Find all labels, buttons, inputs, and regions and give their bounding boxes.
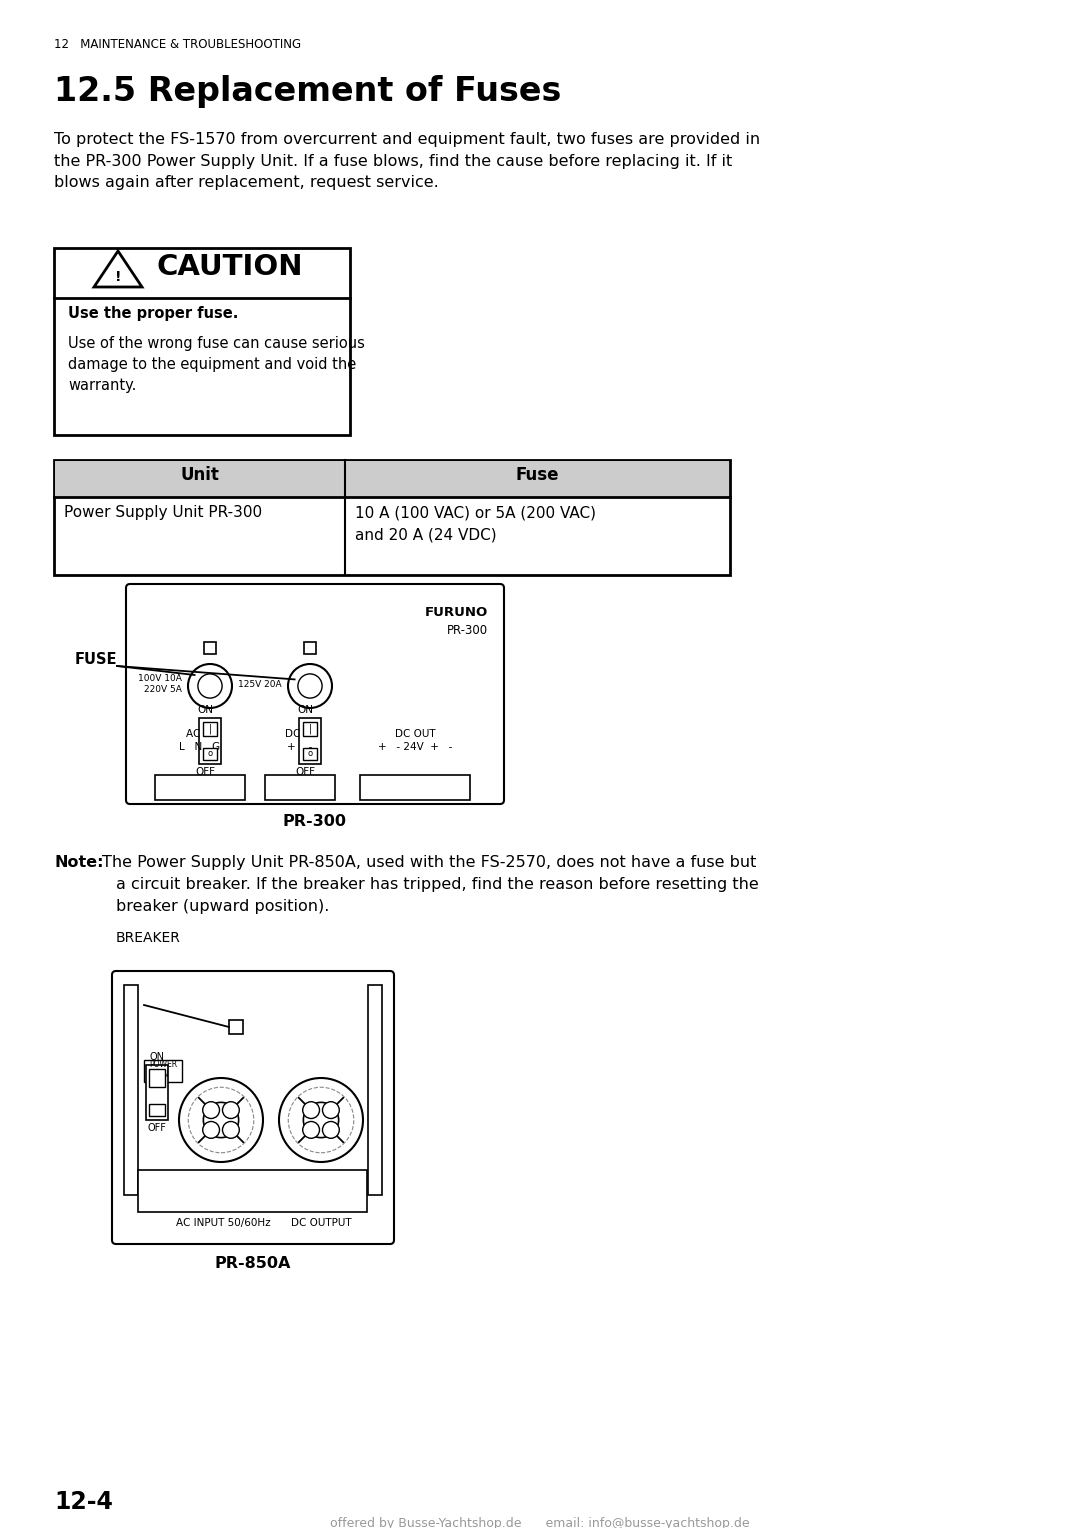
Circle shape [222,1122,240,1138]
Text: a circuit breaker. If the breaker has tripped, find the reason before resetting : a circuit breaker. If the breaker has tr… [116,877,759,892]
Text: |: | [309,724,312,735]
Text: Use of the wrong fuse can cause serious
damage to the equipment and void the
war: Use of the wrong fuse can cause serious … [68,336,365,393]
Bar [203,723,217,736]
Text: The Power Supply Unit PR-850A, used with the FS-2570, does not have a fuse but: The Power Supply Unit PR-850A, used with… [102,856,756,869]
Text: breaker (upward position).: breaker (upward position). [116,898,329,914]
Bar [368,986,382,1195]
Circle shape [203,1102,219,1118]
Text: DC OUTPUT: DC OUTPUT [291,1218,352,1229]
Circle shape [222,1102,240,1118]
Text: ON: ON [149,1051,164,1062]
Bar [229,1021,243,1034]
Bar [149,1070,165,1086]
Circle shape [298,674,322,698]
Text: To protect the FS-1570 from overcurrent and equipment fault, two fuses are provi: To protect the FS-1570 from overcurrent … [54,131,760,189]
Circle shape [179,1077,264,1161]
Text: AC INPUT 50/60Hz: AC INPUT 50/60Hz [176,1218,271,1229]
Circle shape [302,1102,320,1118]
Bar [199,718,221,764]
Circle shape [279,1077,363,1161]
Bar [203,749,217,759]
Bar [149,1105,165,1115]
Text: 125V 20A: 125V 20A [239,680,282,689]
Bar [265,775,335,801]
Text: BREAKER: BREAKER [116,931,180,944]
Circle shape [188,665,232,707]
Bar [299,718,321,764]
Bar [54,460,730,575]
FancyBboxPatch shape [126,584,504,804]
Text: o: o [207,750,213,758]
Text: Use the proper fuse.: Use the proper fuse. [68,306,239,321]
Bar [138,1170,367,1212]
Bar [124,986,138,1195]
Text: Unit: Unit [180,466,219,484]
Text: DC IN: DC IN [285,729,314,740]
Text: PR-300: PR-300 [283,814,347,830]
Text: POWER
ON: POWER ON [149,1060,177,1079]
Text: 12-4: 12-4 [54,1490,113,1514]
Text: ON: ON [197,704,213,715]
Text: 100V 10A
220V 5A: 100V 10A 220V 5A [138,674,183,694]
Text: o: o [308,750,312,758]
Text: L   N   G: L N G [179,743,220,752]
FancyBboxPatch shape [112,970,394,1244]
Text: PR-850A: PR-850A [215,1256,292,1271]
Text: FUSE: FUSE [75,652,118,668]
Bar [54,248,350,435]
Bar [146,1065,168,1120]
Bar [360,775,470,801]
Circle shape [203,1122,219,1138]
Text: 12.5 Replacement of Fuses: 12.5 Replacement of Fuses [54,75,562,108]
Circle shape [198,674,222,698]
Text: 10 A (100 VAC) or 5A (200 VAC): 10 A (100 VAC) or 5A (200 VAC) [355,504,596,520]
Text: OFF: OFF [295,767,315,778]
Text: CAUTION: CAUTION [157,254,303,281]
Text: |: | [208,724,212,735]
Text: 12   MAINTENANCE & TROUBLESHOOTING: 12 MAINTENANCE & TROUBLESHOOTING [54,38,301,50]
Bar [303,723,318,736]
Circle shape [203,1102,239,1138]
Text: offered by Busse-Yachtshop.de      email: info@busse-yachtshop.de: offered by Busse-Yachtshop.de email: inf… [330,1517,750,1528]
Text: Note:: Note: [54,856,104,869]
Text: and 20 A (24 VDC): and 20 A (24 VDC) [355,527,497,542]
Circle shape [303,1102,339,1138]
Bar [303,749,318,759]
Circle shape [302,1122,320,1138]
Polygon shape [94,251,141,287]
Text: +   - 24V  +   -: + - 24V + - [378,743,453,752]
Text: FURUNO: FURUNO [424,607,488,619]
Text: OFF: OFF [195,767,215,778]
Circle shape [323,1122,339,1138]
Bar [144,1060,183,1082]
Bar [204,642,216,654]
Text: !: ! [114,270,121,284]
Bar [55,461,729,497]
Text: Power Supply Unit PR-300: Power Supply Unit PR-300 [64,504,262,520]
Bar [156,775,245,801]
Circle shape [288,665,332,707]
Text: ON: ON [297,704,313,715]
Text: DC OUT: DC OUT [394,729,435,740]
Text: AC IN: AC IN [186,729,214,740]
Text: Fuse: Fuse [516,466,559,484]
Circle shape [323,1102,339,1118]
Text: +    -: + - [287,743,313,752]
Bar [303,642,316,654]
Text: OFF: OFF [148,1123,166,1132]
Text: PR-300: PR-300 [447,623,488,637]
